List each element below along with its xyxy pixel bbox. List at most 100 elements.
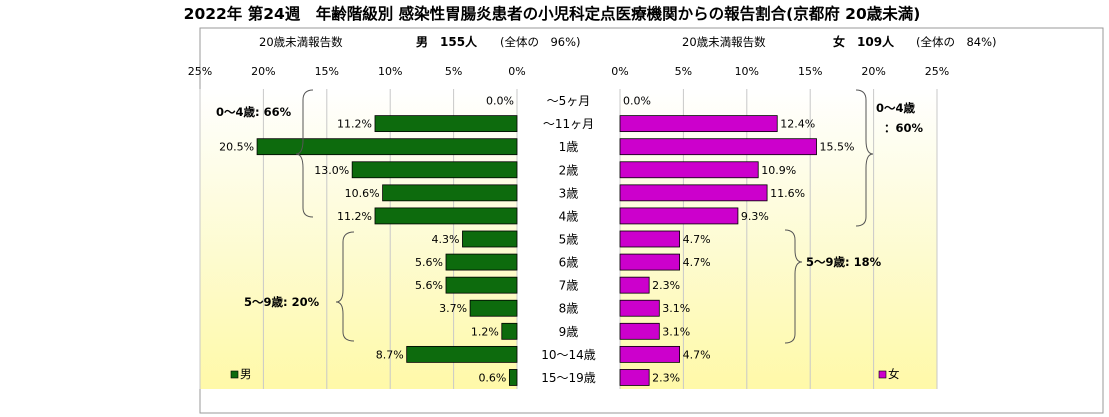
female-legend-label: 女 [888, 367, 900, 381]
female-bar [619, 115, 778, 133]
male-data-label: 5.6% [415, 279, 443, 292]
male-bar [256, 138, 518, 156]
male-x-tick-label: 20% [251, 65, 275, 78]
female-legend-swatch [878, 370, 887, 379]
axis-tick-labels: 25% 20% 15% 10% 5% 0% 0% 5% 10% 15% 20% 25% [188, 65, 949, 78]
category-labels: ～5ヶ月 ～11ヶ月 1歳 2歳 3歳 4歳 5歳 6歳 7歳 8歳 9歳 10～14歳 15～19歳 [541, 94, 596, 385]
male-subtitle-count: 男 155人 [416, 34, 478, 49]
female-bracket-5-9-label: 5～9歳: 18% [806, 255, 882, 269]
male-x-tick-label: 15% [315, 65, 339, 78]
female-subtitle-share: (全体の 84%) [916, 35, 997, 49]
female-data-label: 2.3% [652, 371, 680, 384]
female-data-label: 2.3% [652, 279, 680, 292]
male-data-label: 0.0% [486, 95, 514, 108]
female-bar [619, 230, 680, 248]
female-data-label: 3.1% [662, 302, 690, 315]
female-data-label: 11.6% [770, 187, 805, 200]
male-bracket-0-4-label: 0～4歳: 66% [216, 105, 292, 119]
male-data-label: 10.6% [345, 187, 380, 200]
male-data-label: 11.2% [337, 210, 372, 223]
male-data-label: 8.7% [376, 348, 404, 361]
male-bar [445, 276, 518, 294]
female-bracket-0-4-label-line1: 0～4歳 [876, 101, 916, 115]
chart-title: 2022年 第24週 年齢階級別 感染性胃腸炎患者の小児科定点医療機関からの報告… [184, 4, 921, 23]
male-x-tick-label: 10% [378, 65, 402, 78]
category-label: 6歳 [559, 256, 579, 270]
male-data-label: 20.5% [219, 141, 254, 154]
category-label: 8歳 [559, 302, 579, 316]
female-data-label: 4.7% [683, 233, 711, 246]
female-bar [619, 322, 660, 340]
category-label: 5歳 [559, 233, 579, 247]
male-data-label: 13.0% [314, 164, 349, 177]
male-data-label: 0.6% [478, 371, 506, 384]
male-x-tick-label: 25% [188, 65, 212, 78]
male-legend-swatch [230, 370, 239, 379]
female-bar [619, 138, 817, 156]
female-x-tick-label: 0% [611, 65, 628, 78]
female-data-label: 3.1% [662, 325, 690, 338]
female-x-tick-label: 20% [861, 65, 885, 78]
male-bar [469, 299, 518, 317]
category-label: 7歳 [559, 279, 579, 293]
female-data-label: 4.7% [683, 256, 711, 269]
female-bar [619, 207, 739, 225]
category-label: ～5ヶ月 [547, 94, 591, 108]
female-data-label: 0.0% [623, 95, 651, 108]
male-data-label: 1.2% [471, 325, 499, 338]
female-data-label: 4.7% [683, 348, 711, 361]
male-bracket-0-4 [295, 89, 314, 218]
female-x-tick-label: 25% [925, 65, 949, 78]
male-legend-label: 男 [240, 367, 252, 381]
male-data-label: 4.3% [432, 233, 460, 246]
female-bar [619, 345, 680, 363]
category-label: 3歳 [559, 186, 579, 200]
male-bar [406, 345, 518, 363]
female-subtitle-count: 女 109人 [833, 34, 895, 49]
data-labels: 0.0% 0.0% 11.2% 12.4% 20.5% 15.5% 13.0% 10.9% 10… [219, 95, 854, 385]
male-data-label: 5.6% [415, 256, 443, 269]
female-bracket-5-9 [784, 229, 803, 344]
female-x-tick-label: 10% [735, 65, 759, 78]
male-subtitle-label: 20歳未満報告数 [259, 35, 343, 49]
male-data-label: 3.7% [439, 302, 467, 315]
female-data-label: 12.4% [780, 118, 815, 131]
female-bracket-0-4 [855, 89, 874, 227]
male-bar [445, 253, 518, 271]
male-x-tick-label: 0% [508, 65, 525, 78]
male-bar [508, 369, 518, 386]
male-bar [382, 184, 518, 202]
female-bar [619, 161, 759, 179]
female-bar [619, 184, 768, 202]
category-label: 9歳 [559, 325, 579, 339]
male-bar [374, 207, 518, 225]
male-x-tick-label: 5% [445, 65, 462, 78]
category-label: 4歳 [559, 209, 579, 223]
male-bracket-5-9-label: 5～9歳: 20% [244, 295, 320, 309]
female-x-tick-label: 5% [675, 65, 692, 78]
bars [256, 115, 817, 386]
male-bar [374, 115, 518, 133]
male-bar [462, 230, 518, 248]
male-bracket-5-9 [335, 231, 355, 342]
female-x-tick-label: 15% [798, 65, 822, 78]
category-label: ～11ヶ月 [543, 117, 594, 131]
male-bar [501, 322, 518, 340]
category-label: 1歳 [559, 140, 579, 154]
female-bar [619, 276, 650, 294]
female-bar [619, 299, 660, 317]
category-label: 15～19歳 [541, 371, 596, 385]
female-bracket-0-4-label-line2: ：60% [884, 121, 924, 135]
female-subtitle-label: 20歳未満報告数 [682, 35, 766, 49]
female-data-label: 9.3% [741, 210, 769, 223]
female-data-label: 10.9% [761, 164, 796, 177]
male-data-label: 11.2% [337, 118, 372, 131]
category-label: 2歳 [559, 163, 579, 177]
female-bar [619, 253, 680, 271]
male-bar [351, 161, 518, 179]
category-label: 10～14歳 [541, 348, 596, 362]
female-data-label: 15.5% [820, 141, 855, 154]
female-bar [619, 369, 650, 386]
male-subtitle-share: (全体の 96%) [500, 35, 581, 49]
